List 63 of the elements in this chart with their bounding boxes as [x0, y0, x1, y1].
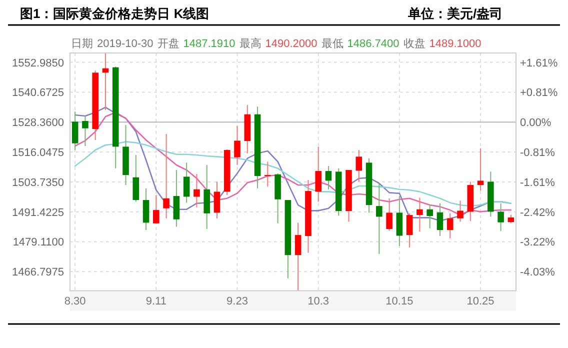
text: 1487.1910	[183, 38, 236, 50]
y-tick-label: 1540.6725	[12, 87, 64, 100]
candlestick	[396, 196, 403, 247]
line-series	[74, 141, 512, 207]
y2-tick-label: -1.61%	[520, 176, 556, 189]
candlestick	[386, 198, 392, 232]
y-tick-label: 1466.7975	[12, 266, 64, 279]
x-tick-label: 9.11	[146, 296, 166, 308]
y2-tick-label: -4.03%	[520, 266, 556, 279]
text: 日期	[71, 38, 93, 50]
candlestick	[498, 202, 504, 232]
candlestick	[132, 154, 140, 202]
candlestick	[264, 161, 271, 188]
text: 1490.2000	[265, 38, 318, 50]
y-tick-label: 1503.7350	[12, 176, 64, 189]
text: 2019-10-30	[97, 38, 154, 50]
candlestick	[72, 111, 78, 151]
y-tick-label: 1491.4225	[12, 206, 64, 219]
text: 最低	[321, 38, 344, 50]
candlestick	[234, 126, 240, 166]
candlestick	[82, 116, 88, 147]
candlestick	[204, 164, 210, 230]
text: 收盘	[403, 38, 426, 50]
y2-tick-label: -3.22%	[520, 236, 556, 249]
candlestick	[194, 174, 200, 208]
y-tick-label: 1552.9850	[12, 57, 64, 70]
text: 1486.7400	[347, 38, 400, 50]
x-tick-label: 10.15	[386, 296, 414, 308]
y2-tick-label: +1.61%	[520, 57, 558, 70]
candlestick	[406, 212, 413, 248]
candlestick	[436, 202, 444, 237]
x-tick-label: 8.30	[64, 296, 86, 308]
y-tick-label: 1479.1100	[12, 236, 64, 249]
candlestick	[376, 182, 382, 255]
candlestick	[457, 200, 464, 222]
y-tick-label: 1528.3600	[12, 117, 64, 130]
candlestick	[416, 197, 423, 232]
candlestick	[477, 148, 484, 192]
candlestick	[163, 134, 170, 219]
y2-tick-label: +0.81%	[520, 87, 558, 100]
candlestick	[142, 188, 150, 231]
candlestick	[183, 162, 190, 204]
candlestick	[426, 204, 433, 229]
y-tick-label: 1516.0475	[12, 147, 64, 160]
candlestick	[173, 170, 180, 228]
candlestick	[214, 181, 220, 219]
x-tick-label: 10.25	[466, 296, 494, 308]
text: 最高	[239, 37, 262, 50]
y2-tick-label: -2.42%	[520, 206, 556, 219]
candlestick	[294, 222, 302, 292]
text: 单位：美元/盎司	[407, 6, 503, 21]
candlestick	[315, 146, 322, 202]
x-tick-label: 9.23	[226, 296, 248, 308]
y2-tick-label: -0.81%	[520, 147, 556, 160]
text: 1489.1000	[429, 38, 482, 50]
x-tick-label: 10.3	[308, 296, 330, 308]
candlestick	[356, 150, 362, 182]
candlestick	[153, 194, 160, 224]
candlestick	[325, 166, 332, 190]
chart-title: 图1：国际黄金价格走势日 K线图	[20, 6, 210, 21]
y2-tick-label: 0.00%	[520, 117, 552, 130]
candlestick	[446, 212, 454, 239]
text: 开盘	[157, 38, 180, 50]
